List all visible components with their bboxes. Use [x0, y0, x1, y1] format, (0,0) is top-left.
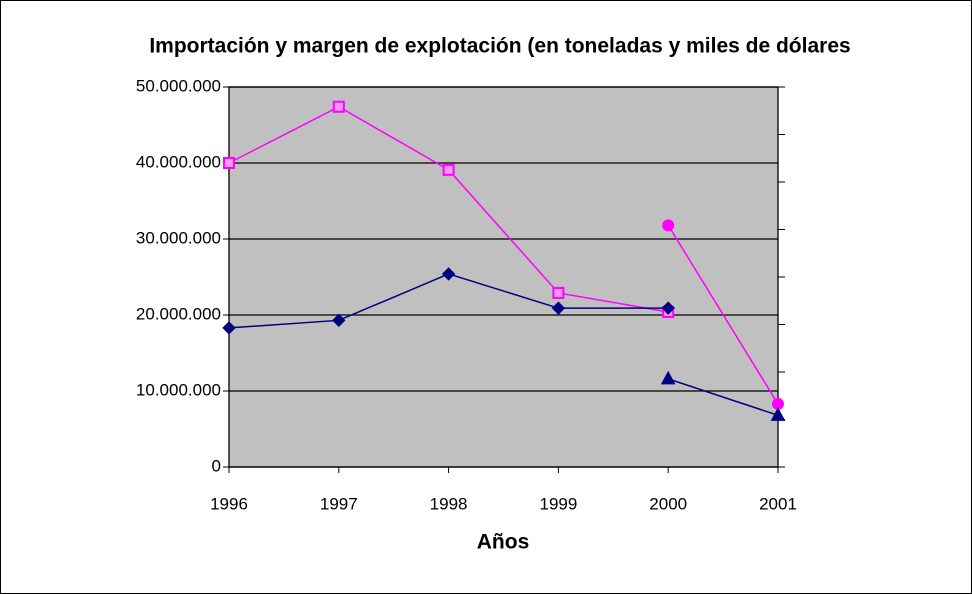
marker-diamond	[332, 313, 346, 328]
x-axis-title: Años	[477, 531, 530, 554]
y-tick-label: 50.000.000	[136, 76, 221, 95]
y-tick-label: 20.000.000	[136, 304, 221, 323]
x-tick-label: 1999	[539, 494, 577, 513]
chart-title: Importación y margen de explotación (en …	[149, 35, 850, 58]
y-tick-label: 0	[212, 456, 221, 475]
marker-square	[332, 100, 345, 113]
plot-area	[229, 87, 778, 467]
marker-square	[552, 286, 565, 299]
marker-triangle	[660, 370, 676, 385]
x-tick-label: 2001	[759, 494, 797, 513]
x-tick-label: 1997	[320, 494, 358, 513]
marker-square	[223, 157, 235, 169]
x-tick-label: 1998	[430, 494, 468, 513]
y-tick-label: 40.000.000	[136, 152, 221, 171]
x-tick-label: 2000	[649, 494, 687, 513]
marker-triangle	[770, 407, 786, 421]
marker-square	[442, 163, 455, 176]
right-axis	[778, 86, 785, 468]
series-line	[667, 378, 779, 417]
y-tick-label: 10.000.000	[136, 380, 221, 399]
marker-circle	[662, 219, 675, 232]
x-tick-label: 1996	[210, 494, 248, 513]
marker-diamond	[661, 301, 675, 315]
marker-diamond	[222, 321, 236, 335]
marker-diamond	[441, 267, 456, 281]
series-line	[667, 224, 779, 405]
marker-diamond	[551, 301, 566, 315]
y-tick-label: 30.000.000	[136, 228, 221, 247]
plot-border	[228, 86, 779, 468]
